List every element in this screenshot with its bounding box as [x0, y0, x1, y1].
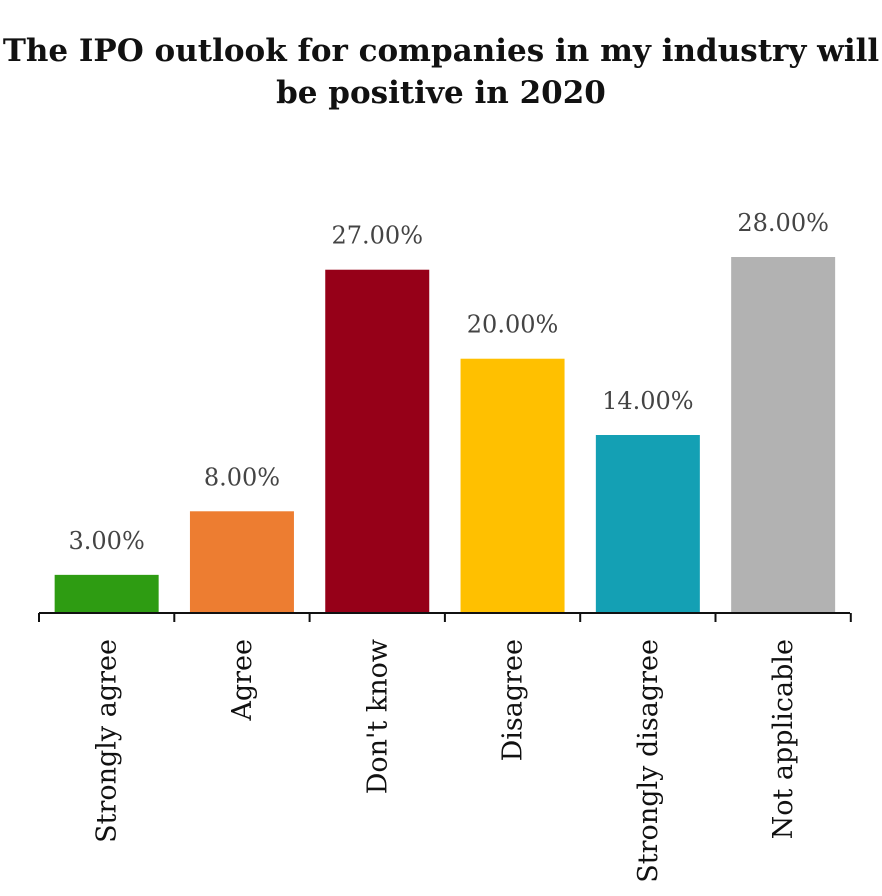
x-axis-ticks-group [38, 613, 852, 622]
category-label: Don't know [362, 639, 393, 794]
category-label: Strongly disagree [633, 639, 664, 883]
value-label: 28.00% [737, 209, 829, 237]
value-label: 8.00% [204, 463, 280, 491]
chart-title-line-2: be positive in 2020 [276, 75, 606, 111]
value-labels-group: 3.00% 8.00% 27.00% 20.00% 14.00% 28.00% [69, 209, 829, 555]
category-label: Agree [227, 639, 258, 722]
value-label: 3.00% [69, 527, 145, 555]
value-label: 14.00% [602, 387, 694, 415]
bar [325, 269, 430, 613]
category-labels-group: Strongly agree Agree Don't know Disagree Str… [92, 639, 800, 883]
category-label: Not applicable [768, 639, 799, 839]
bar [731, 257, 836, 613]
chart-title: The IPO outlook for companies in my indu… [0, 30, 882, 114]
bar [189, 511, 294, 613]
category-label: Strongly agree [92, 639, 123, 843]
category-label: Disagree [498, 639, 529, 761]
value-label: 27.00% [331, 222, 423, 250]
bar [54, 574, 159, 613]
bar [460, 358, 565, 613]
value-label: 20.00% [467, 311, 559, 339]
bars-group [54, 257, 836, 613]
bar [595, 435, 700, 613]
chart-title-line-1: The IPO outlook for companies in my indu… [2, 33, 880, 69]
